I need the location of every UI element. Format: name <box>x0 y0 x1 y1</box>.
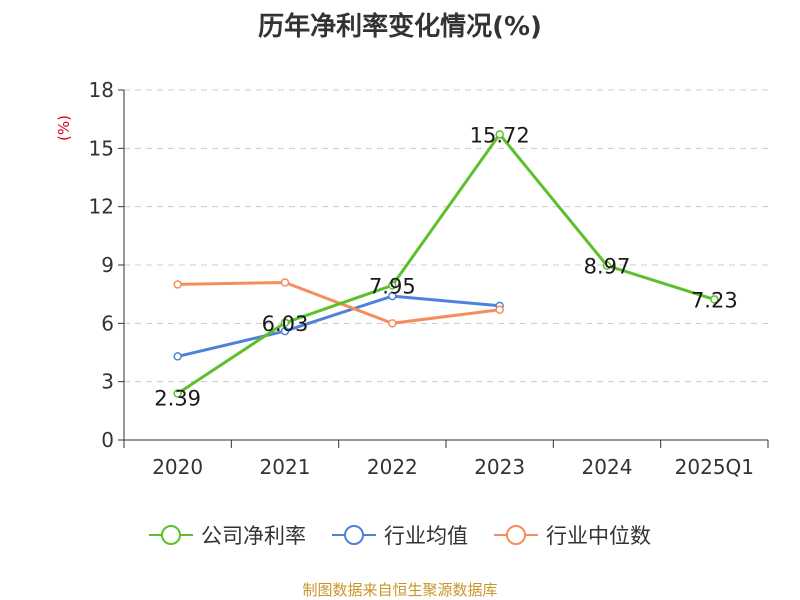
data-point <box>710 295 719 304</box>
y-tick-label: 9 <box>101 253 114 277</box>
data-point <box>173 280 182 289</box>
series-lines <box>173 130 719 398</box>
y-tick-label: 3 <box>101 370 114 394</box>
legend-label: 行业中位数 <box>546 524 651 548</box>
y-tick-label: 12 <box>89 195 114 219</box>
legend: 公司净利率 行业均值 行业中位数 <box>0 520 800 550</box>
y-tick-label: 18 <box>89 78 114 102</box>
series-line <box>176 131 715 395</box>
legend-line-marker-icon <box>494 525 538 545</box>
legend-label: 行业均值 <box>384 524 468 548</box>
x-tick-label: 2023 <box>474 455 525 479</box>
y-tick-label: 6 <box>101 311 114 335</box>
grid-lines <box>124 89 768 383</box>
series-line <box>177 294 500 358</box>
legend-label: 公司净利率 <box>201 524 306 548</box>
data-point <box>495 130 504 139</box>
x-tick-label: 2021 <box>260 455 311 479</box>
data-point <box>388 281 397 290</box>
source-note: 制图数据来自恒生聚源数据库 <box>302 581 498 599</box>
data-point <box>280 278 290 287</box>
legend-item-company[interactable]: 公司净利率 <box>149 520 306 550</box>
legend-item-industry-mean[interactable]: 行业均值 <box>332 520 468 550</box>
legend-line-marker-icon <box>332 525 376 545</box>
data-label: 7.23 <box>691 288 738 312</box>
data-point <box>388 291 397 301</box>
x-tick-label: 2024 <box>582 455 633 479</box>
data-point <box>280 326 290 336</box>
data-label: 7.95 <box>369 274 416 298</box>
x-tick-label: 2025Q1 <box>675 455 754 479</box>
data-point <box>173 389 182 398</box>
legend-line-marker-icon <box>149 525 193 545</box>
data-label: 8.97 <box>584 255 631 279</box>
data-label: 6.03 <box>262 312 309 336</box>
data-label: 15.72 <box>470 123 530 147</box>
y-tick-label: 0 <box>101 428 114 452</box>
legend-item-industry-median[interactable]: 行业中位数 <box>494 520 651 550</box>
y-tick-label: 15 <box>89 136 114 160</box>
y-axis-label: (%) <box>55 115 73 141</box>
data-point <box>388 319 397 328</box>
data-point <box>173 352 182 361</box>
axes: 0 3 6 9 12 15 18 2020 2021 2022 2023 2024 2025Q1 <box>89 78 769 479</box>
data-point <box>602 261 612 270</box>
x-tick-label: 2020 <box>152 455 203 479</box>
data-point <box>495 305 504 314</box>
data-point <box>280 318 290 327</box>
x-tick-label: 2022 <box>367 455 418 479</box>
data-labels: 2.39 6.03 7.95 15.72 8.97 7.23 <box>154 123 737 410</box>
data-label: 2.39 <box>154 387 201 411</box>
chart-title: 历年净利率变化情况(%) <box>258 12 542 42</box>
